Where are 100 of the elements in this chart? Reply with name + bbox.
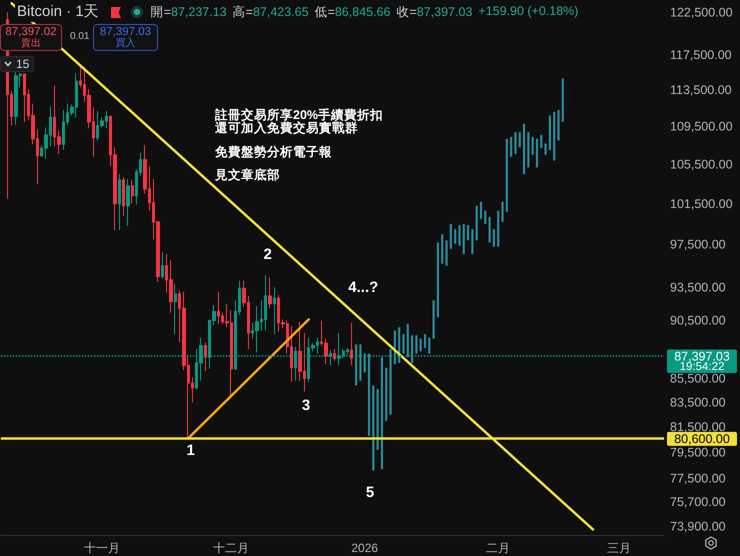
candlestick [14,70,18,126]
y-tick-label: 79,500.00 [670,445,726,460]
bar [562,78,564,122]
candlestick [217,291,220,324]
x-tick-label: 二月 [486,541,510,555]
bar [406,324,409,358]
annotation: 還可加入免費交易實戰群 [215,121,358,135]
candlestick [268,277,272,309]
annotation: 87,397.02 [5,26,57,38]
annotation: 1 [186,442,195,459]
annotation: 賣出 [21,38,41,50]
bar [484,210,486,224]
bar [458,225,461,246]
candlestick [122,176,125,216]
y-tick-label: 90,500.00 [670,313,726,328]
bar [436,242,439,318]
candlestick [350,322,353,366]
bar [522,124,526,174]
bar [385,368,388,421]
bar [510,136,512,157]
x-tick-label: 2026 [351,541,378,555]
annotation: 見文章底部 [215,168,280,182]
bar [488,216,491,243]
ref-line-label: 87,397.03 [674,349,730,364]
bar [557,110,560,141]
annotation: 15 [16,57,30,71]
bar [536,138,538,168]
annotation: 高=87,423.65 [232,4,309,18]
bar [501,202,504,222]
x-tick-label: 十二月 [213,541,250,555]
bar [420,338,422,352]
y-tick-label: 122,500.00 [670,5,733,20]
bar [380,357,384,470]
y-tick-label: 73,900.00 [670,520,726,534]
y-tick-label: 97,500.00 [670,238,726,252]
bar [532,136,534,155]
annotation: 5 [366,484,374,501]
y-tick-label: 117,500.00 [670,48,732,62]
bar [492,229,495,247]
candlestick [174,284,177,335]
y-tick-label: 83,500.00 [670,395,726,410]
bar [553,112,556,161]
y-tick-label: 81,500.00 [670,420,726,434]
y-tick-label: 85,500.00 [670,371,726,386]
bar [450,224,452,249]
candlestick [273,286,276,335]
bar [411,335,414,363]
bar [462,224,465,254]
y-tick-label: 109,500.00 [670,120,733,134]
candlestick [118,174,121,231]
y-tick-label: 113,500.00 [670,83,732,98]
chart-title: Bitcoin · 1天 [15,2,101,22]
bar [548,115,551,150]
bar [428,338,430,354]
annotation: 87,397.03 [100,26,152,38]
bar [497,210,500,247]
annotation: 買入 [116,38,136,50]
candlestick [204,342,207,372]
bar [445,240,448,266]
bar [432,300,435,339]
bar [466,225,470,241]
bar [359,344,362,381]
bar [454,229,456,244]
annotation: 註冊交易所享20%手續費折扣 [215,108,384,122]
bar [368,354,370,436]
annotation: +159.90 (+0.18%) [478,4,578,20]
bar [415,335,418,354]
y-tick-label: 105,500.00 [670,157,733,172]
bar [402,334,405,354]
bar [514,132,517,154]
y-tick-label: 77,500.00 [670,471,726,486]
bar [424,334,426,348]
text: 19:54:22 [680,360,724,373]
bar [441,234,444,264]
bar [364,354,366,372]
y-tick-label: 75,700.00 [670,495,726,510]
bar [518,132,521,148]
bar [476,206,478,241]
annotation: 免費盤勢分析電子報 [215,145,332,159]
buy-button: 87,397.03 買入 [93,24,158,51]
x-tick-label: 三月 [606,541,631,555]
bar [355,344,358,386]
annotation: 3 [302,396,310,414]
candlestick [264,274,267,332]
bar [544,143,547,155]
y-tick-label: 93,500.00 [670,280,726,294]
candlestick [131,179,134,204]
candlestick [23,74,26,122]
dropdown-button: 15 [0,56,34,72]
bar [389,349,392,415]
bar [540,134,542,148]
annotation: 收=87,397.03 [396,4,472,18]
sell-button: 87,397.02 賣出 [0,24,62,51]
bar [480,202,482,219]
bar [527,132,530,168]
annotation: 2 [264,246,272,263]
annotation: 0.01 [70,31,90,42]
candlestick [161,252,164,280]
annotation: 低=86,845.66 [314,4,390,18]
annotation: 4...? [348,279,378,296]
